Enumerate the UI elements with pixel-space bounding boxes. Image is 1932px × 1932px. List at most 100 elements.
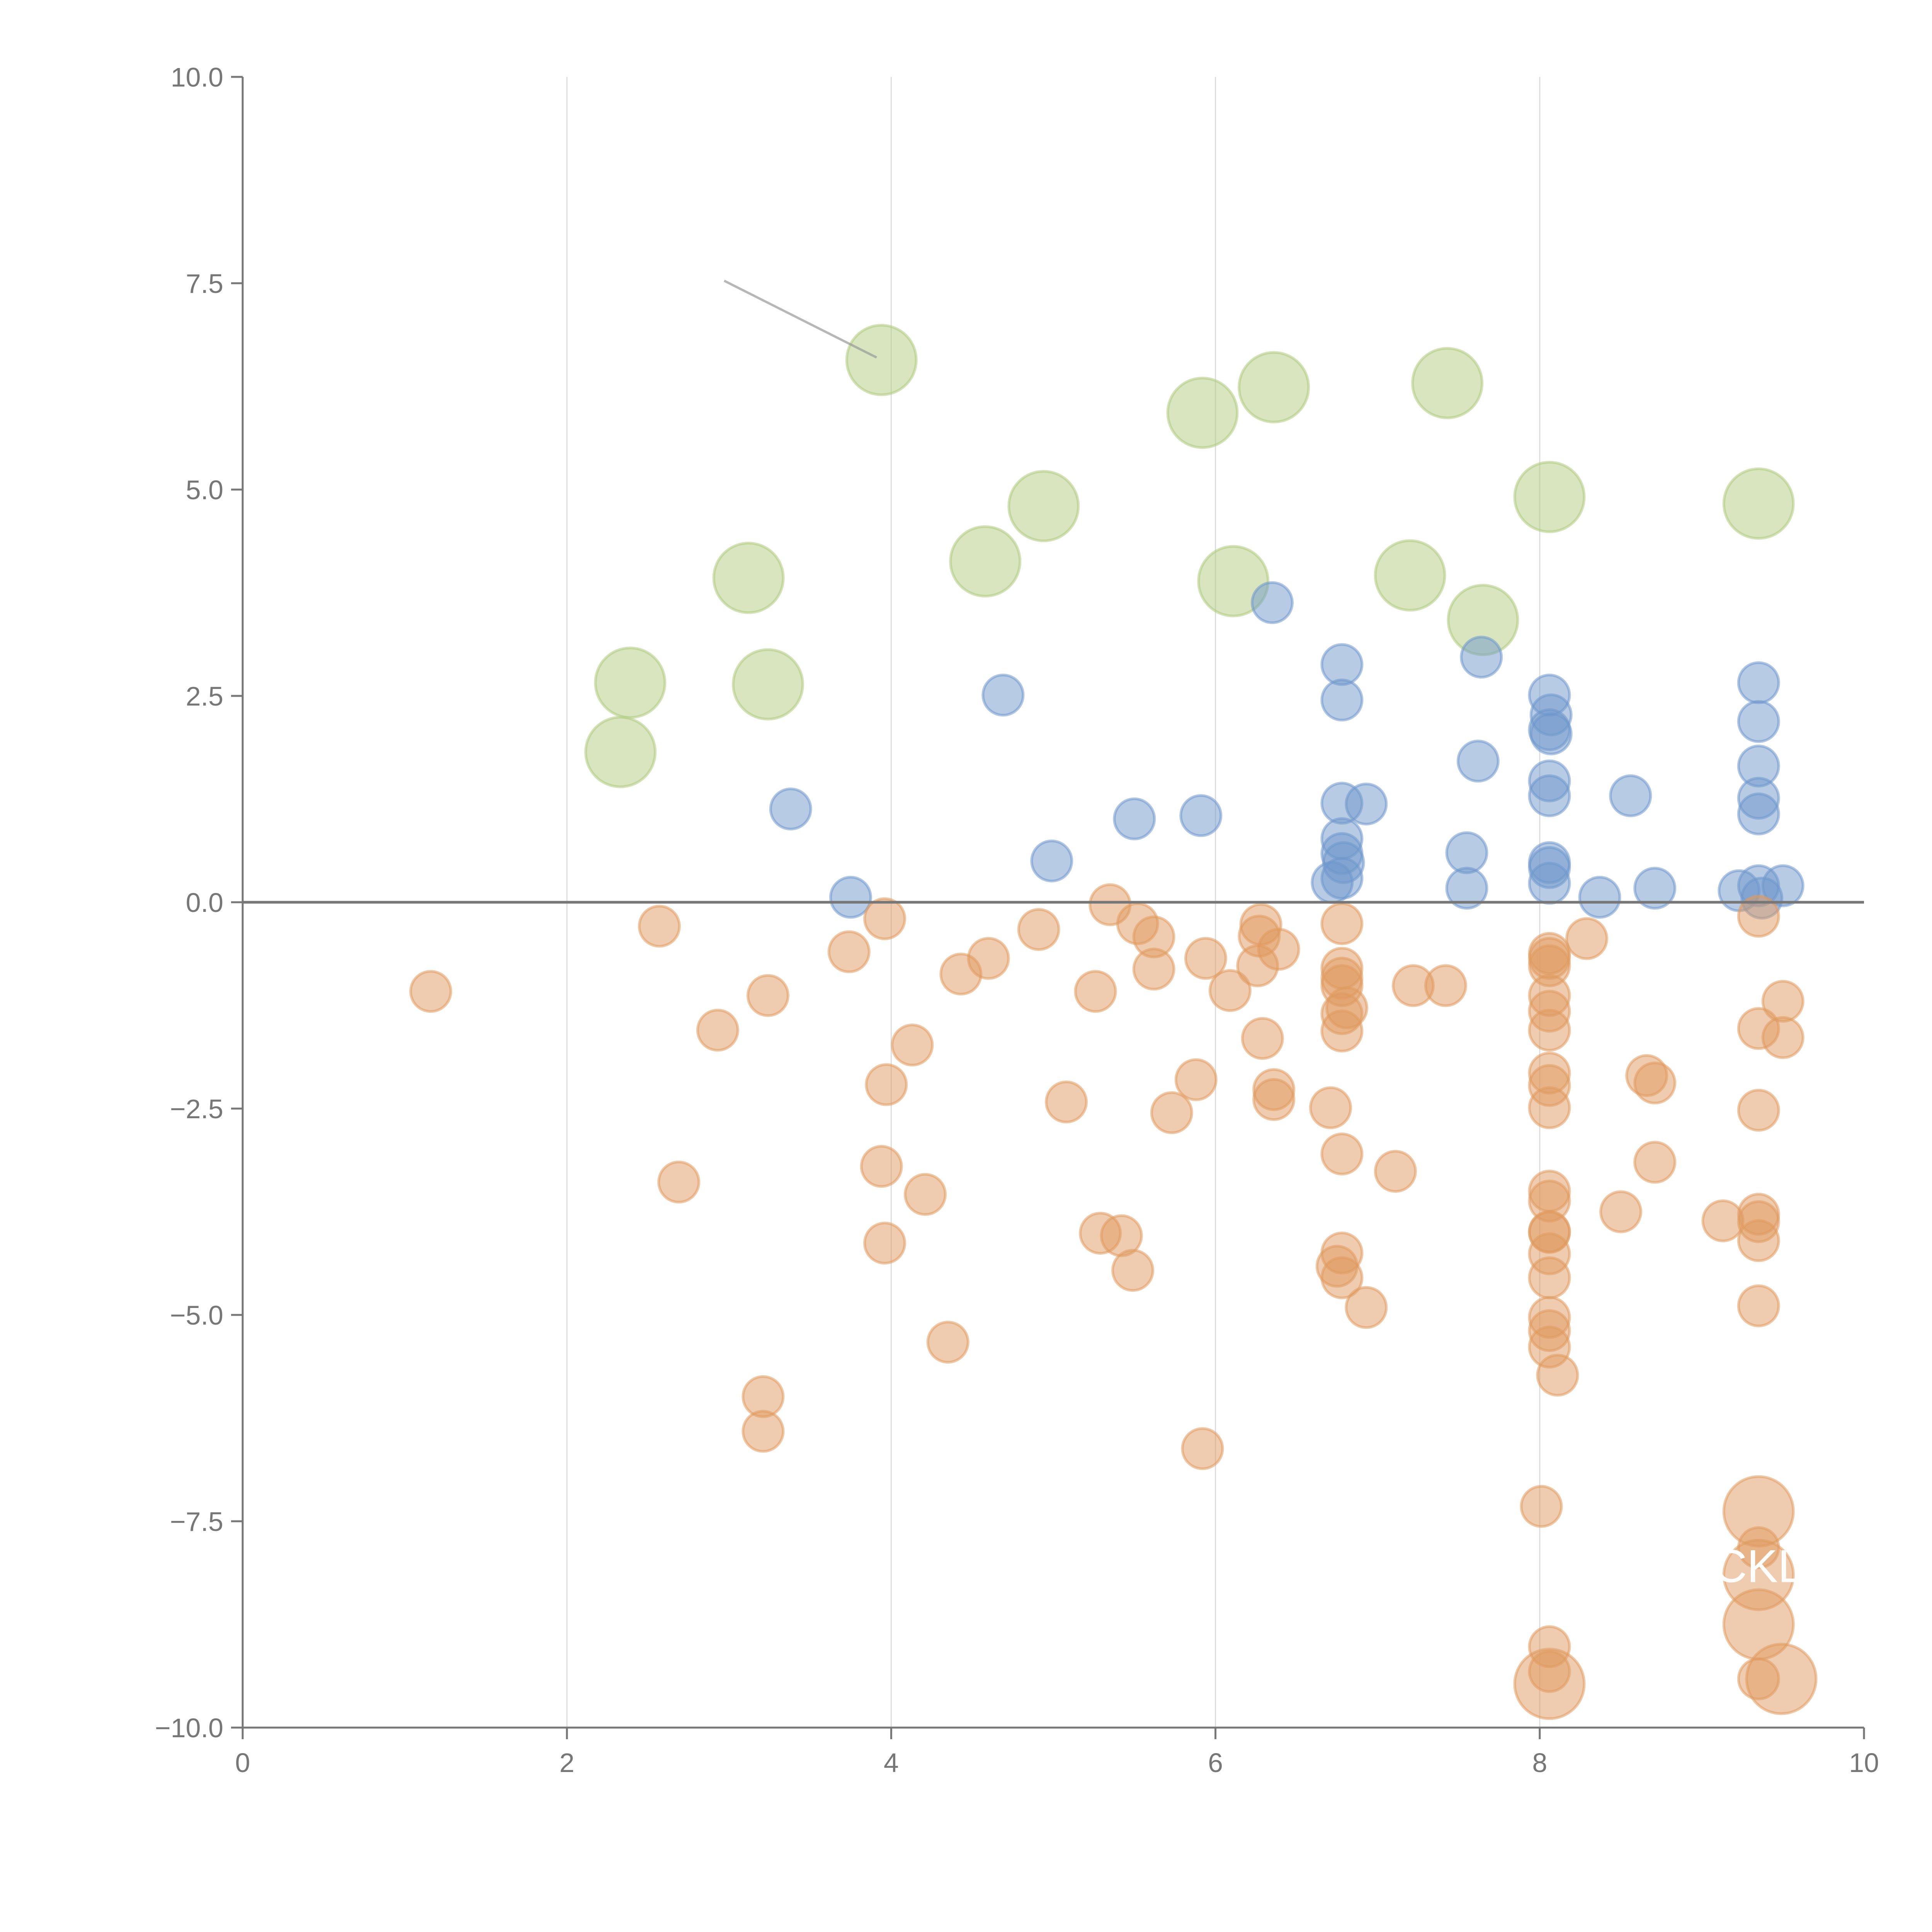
data-point-orange-large bbox=[1745, 1643, 1818, 1715]
data-point-green bbox=[1411, 347, 1484, 419]
data-point-orange bbox=[1208, 969, 1252, 1012]
data-point-green bbox=[1238, 351, 1310, 423]
data-point-green bbox=[1374, 539, 1446, 612]
data-point-blue bbox=[1445, 867, 1488, 910]
y-tick-label: 0.0 bbox=[186, 888, 223, 918]
data-point-orange bbox=[1528, 1256, 1571, 1299]
data-point-green bbox=[594, 646, 667, 719]
data-point-orange bbox=[1565, 917, 1608, 960]
data-point-orange bbox=[742, 1410, 785, 1453]
data-point-blue bbox=[1528, 862, 1571, 905]
data-point-blue bbox=[1529, 712, 1573, 755]
data-point-orange bbox=[1074, 970, 1117, 1013]
data-point-green bbox=[1166, 376, 1239, 449]
data-point-orange bbox=[860, 1145, 903, 1188]
y-tick-label: −10.0 bbox=[155, 1713, 223, 1743]
data-point-orange bbox=[1181, 1427, 1224, 1470]
data-point-orange bbox=[1424, 964, 1467, 1007]
data-point-blue bbox=[1633, 867, 1677, 910]
data-point-orange-large bbox=[1722, 1475, 1795, 1548]
data-point-orange bbox=[827, 930, 871, 973]
data-point-orange bbox=[1374, 1150, 1417, 1193]
data-point-blue bbox=[1113, 797, 1156, 840]
data-point-blue bbox=[1250, 581, 1294, 624]
x-tick-label: 4 bbox=[884, 1748, 899, 1778]
data-point-orange bbox=[1633, 1061, 1677, 1105]
data-point-orange bbox=[1737, 895, 1780, 938]
data-point-orange bbox=[1701, 1199, 1745, 1242]
data-point-orange bbox=[747, 974, 790, 1017]
data-point-orange bbox=[1599, 1190, 1643, 1233]
data-point-blue bbox=[1030, 839, 1073, 883]
data-point-orange bbox=[1520, 1485, 1563, 1528]
data-point-orange bbox=[1536, 1354, 1579, 1397]
data-point-blue bbox=[1737, 661, 1780, 704]
data-point-orange bbox=[1737, 1088, 1780, 1132]
axes: 0 2 4 6 8 10 10.0 7.5 5.0 2.5 0.0 −2.5 −5.0 −7.5 −10.0 bbox=[155, 62, 1879, 1778]
data-point-orange bbox=[1320, 1132, 1364, 1175]
data-point-orange bbox=[1761, 1016, 1804, 1059]
data-point-blue bbox=[1737, 792, 1780, 835]
y-tick-label: −5.0 bbox=[170, 1300, 223, 1330]
data-point-blue bbox=[1311, 861, 1354, 904]
data-point-green bbox=[1513, 461, 1586, 533]
data-point-green bbox=[712, 542, 785, 614]
data-point-orange bbox=[1761, 980, 1804, 1023]
data-point-blue bbox=[769, 787, 812, 831]
data-point-orange bbox=[1184, 937, 1227, 980]
data-point-green bbox=[1007, 470, 1080, 543]
data-point-orange bbox=[1320, 1009, 1364, 1053]
data-point-orange bbox=[1111, 1249, 1155, 1292]
x-tick-label: 0 bbox=[235, 1748, 250, 1778]
y-tick-label: −2.5 bbox=[170, 1094, 223, 1124]
data-point-orange bbox=[1320, 1256, 1364, 1299]
y-tick-label: 2.5 bbox=[186, 681, 223, 711]
data-point-blue bbox=[981, 673, 1025, 717]
data-point-orange bbox=[1241, 1017, 1284, 1060]
data-point-blue bbox=[829, 876, 872, 919]
data-point-blue bbox=[1609, 774, 1652, 817]
x-tick-label: 2 bbox=[560, 1748, 575, 1778]
data-points bbox=[409, 324, 1818, 1720]
data-point-orange bbox=[1309, 1086, 1352, 1129]
data-point-orange bbox=[1737, 1219, 1780, 1262]
y-tick-label: −7.5 bbox=[170, 1507, 223, 1537]
data-point-green bbox=[845, 324, 918, 396]
data-point-blue bbox=[1460, 636, 1503, 679]
data-point-orange bbox=[865, 1063, 908, 1106]
data-point-green bbox=[584, 716, 657, 788]
data-point-orange bbox=[1528, 1009, 1571, 1052]
data-point-orange bbox=[1252, 1078, 1296, 1121]
y-tick-label: 10.0 bbox=[171, 62, 223, 92]
data-point-green bbox=[732, 648, 804, 721]
data-point-orange bbox=[409, 970, 452, 1013]
point-label: CKL bbox=[1714, 1540, 1804, 1592]
data-point-orange bbox=[1132, 947, 1175, 991]
data-point-orange bbox=[967, 937, 1010, 980]
data-point-blue bbox=[1179, 794, 1223, 837]
x-tick-label: 10 bbox=[1849, 1748, 1879, 1778]
data-point-orange bbox=[696, 1009, 739, 1052]
annotation-leader-line bbox=[723, 279, 877, 359]
y-tick-label: 5.0 bbox=[186, 475, 223, 505]
data-point-green bbox=[949, 525, 1022, 598]
data-point-orange bbox=[1345, 1286, 1388, 1329]
data-point-orange bbox=[638, 905, 681, 948]
data-point-orange bbox=[1320, 902, 1364, 946]
data-point-orange bbox=[904, 1173, 947, 1216]
data-point-orange bbox=[1633, 1141, 1677, 1184]
x-tick-label: 8 bbox=[1532, 1748, 1547, 1778]
data-point-orange-large bbox=[1513, 1648, 1586, 1720]
data-point-orange bbox=[1528, 1086, 1571, 1129]
data-point-orange bbox=[1737, 1284, 1780, 1328]
data-point-orange bbox=[863, 897, 906, 940]
data-point-blue bbox=[1456, 740, 1500, 783]
data-point-orange bbox=[926, 1320, 969, 1364]
data-point-green bbox=[1722, 467, 1795, 540]
data-point-orange bbox=[657, 1160, 701, 1204]
data-point-orange bbox=[1174, 1058, 1218, 1101]
data-point-blue bbox=[1578, 876, 1621, 919]
data-point-orange bbox=[1017, 908, 1060, 951]
data-point-orange bbox=[1150, 1091, 1193, 1134]
